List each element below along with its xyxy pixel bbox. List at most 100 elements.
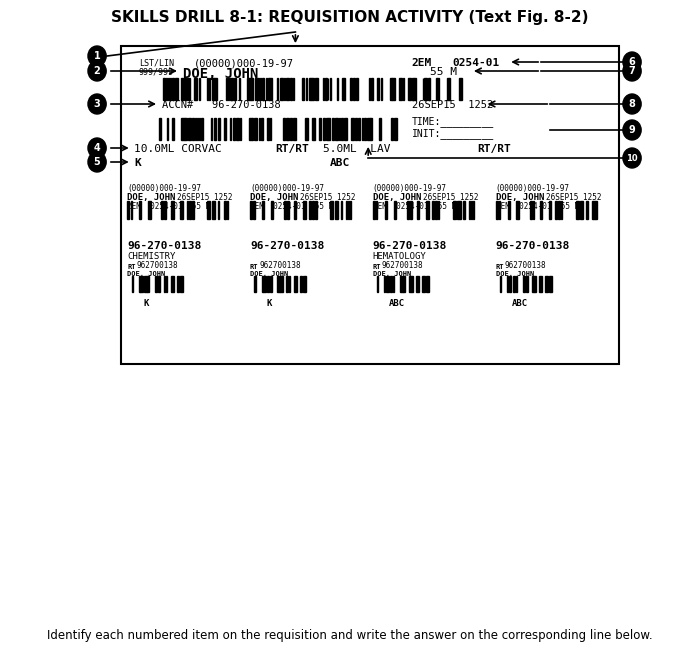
Bar (277, 276, 280, 292)
Text: 962700138: 962700138 (505, 261, 546, 270)
Bar (561, 201, 562, 219)
Bar (141, 276, 143, 292)
Bar (368, 78, 370, 100)
Bar (266, 78, 267, 100)
Text: ACCN#   96-270-0138: ACCN# 96-270-0138 (162, 100, 281, 110)
Bar (470, 201, 472, 219)
Bar (268, 78, 269, 100)
Text: DOE, JOHN: DOE, JOHN (127, 193, 176, 202)
Bar (580, 201, 584, 219)
Bar (164, 201, 166, 219)
Bar (195, 118, 196, 140)
Bar (218, 201, 219, 219)
Bar (575, 201, 579, 219)
Bar (390, 276, 392, 292)
Bar (332, 118, 334, 140)
Bar (187, 201, 188, 219)
Bar (463, 201, 465, 219)
Bar (267, 118, 269, 140)
Bar (155, 276, 157, 292)
Bar (435, 201, 437, 219)
Bar (181, 118, 184, 140)
Bar (170, 78, 171, 100)
Bar (232, 118, 235, 140)
Bar (267, 276, 270, 292)
Bar (309, 78, 311, 100)
Text: 8: 8 (629, 99, 636, 109)
Bar (323, 118, 326, 140)
Bar (523, 276, 526, 292)
Bar (270, 118, 272, 140)
Bar (555, 201, 557, 219)
Bar (188, 78, 190, 100)
Bar (377, 276, 379, 292)
Bar (224, 201, 225, 219)
Bar (194, 78, 195, 100)
Bar (363, 118, 366, 140)
Bar (161, 201, 163, 219)
Bar (356, 78, 358, 100)
Bar (312, 201, 314, 219)
Bar (358, 118, 360, 140)
Text: DOE, JOHN: DOE, JOHN (372, 271, 411, 277)
Bar (167, 118, 168, 140)
Bar (350, 78, 352, 100)
Text: ABC: ABC (330, 158, 350, 168)
Text: 2EM  0254-01  55 M: 2EM 0254-01 55 M (127, 202, 210, 211)
Bar (407, 201, 409, 219)
Bar (197, 118, 198, 140)
Text: DOE, JOHN: DOE, JOHN (496, 193, 544, 202)
Bar (330, 201, 333, 219)
Bar (177, 276, 179, 292)
Bar (587, 201, 588, 219)
Text: 1: 1 (94, 51, 100, 61)
Bar (438, 201, 440, 219)
Text: 962700138: 962700138 (382, 261, 423, 270)
Bar (172, 78, 174, 100)
Bar (403, 276, 405, 292)
Bar (426, 201, 428, 219)
Bar (335, 201, 338, 219)
Bar (386, 276, 389, 292)
Bar (318, 118, 321, 140)
Bar (423, 276, 425, 292)
Bar (391, 118, 393, 140)
Bar (500, 276, 501, 292)
Bar (376, 201, 377, 219)
Bar (449, 78, 450, 100)
Text: HEMATOLOGY: HEMATOLOGY (372, 252, 426, 261)
Bar (281, 276, 283, 292)
Text: 96-270-0138: 96-270-0138 (250, 241, 324, 251)
Bar (290, 78, 292, 100)
Bar (393, 201, 396, 219)
Text: SKILLS DRILL 8-1: REQUISITION ACTIVITY (Text Fig. 8-2): SKILLS DRILL 8-1: REQUISITION ACTIVITY (… (111, 10, 589, 25)
Bar (132, 276, 133, 292)
Text: 962700138: 962700138 (136, 261, 178, 270)
Circle shape (88, 152, 106, 172)
Bar (293, 118, 296, 140)
Text: 2EM  0254-01  55 M: 2EM 0254-01 55 M (496, 202, 579, 211)
Bar (211, 118, 213, 140)
Bar (286, 276, 288, 292)
Bar (184, 78, 186, 100)
Bar (290, 118, 292, 140)
Bar (436, 78, 439, 100)
Bar (344, 118, 347, 140)
Bar (402, 78, 404, 100)
Bar (139, 201, 141, 219)
Bar (303, 201, 306, 219)
Text: 5: 5 (94, 157, 100, 167)
Bar (410, 201, 412, 219)
Text: RT: RT (496, 264, 504, 270)
Bar (254, 118, 258, 140)
Text: 6: 6 (629, 57, 636, 67)
Bar (533, 201, 534, 219)
Bar (284, 201, 286, 219)
Text: 96-270-0138: 96-270-0138 (496, 241, 570, 251)
Bar (416, 276, 419, 292)
Bar (239, 78, 240, 100)
Bar (212, 201, 215, 219)
Bar (263, 276, 266, 292)
Circle shape (623, 120, 641, 140)
Bar (312, 118, 315, 140)
